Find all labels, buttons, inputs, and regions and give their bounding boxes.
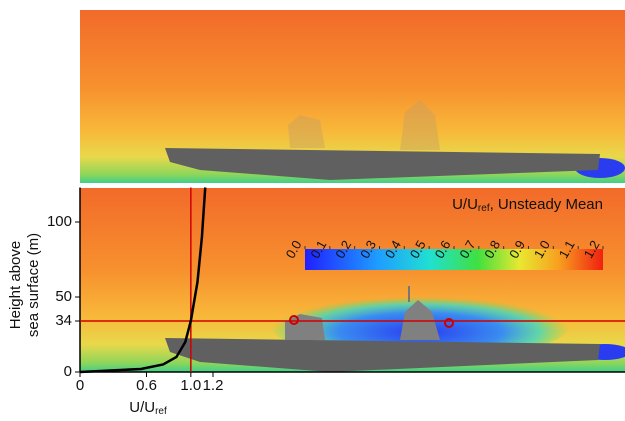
x-tick-label: 1.0 [180,377,201,394]
colorbar-title: U/Uref, Unsteady Mean [452,196,603,214]
colorbar [305,249,603,270]
marker [444,318,454,328]
x-tick-label: 0.6 [136,377,157,394]
bottom-panel [80,188,625,372]
colorbar-title-sub: ref [478,203,490,214]
profile-line [79,187,207,374]
colorbar-title-rest: , Unsteady Mean [490,196,603,213]
y-tick-label: 100 [47,213,72,230]
ship-hull [165,148,600,180]
marker [289,315,299,325]
top-panel [80,10,625,183]
x-axis-label: U/Uref [129,399,167,417]
ship-island [288,100,440,150]
y-axis-label: sea surface (m) [25,233,42,337]
x-label-main: U/U [129,399,155,416]
x-tick-label: 1.2 [203,377,224,394]
colorbar-title-main: U/U [452,196,478,213]
y-tick-label: 50 [55,288,72,305]
ship-island [285,300,440,340]
y-axis-label: Height above [7,241,24,329]
y-tick-label: 0 [64,363,72,380]
ship-hull [165,338,600,372]
x-label-sub: ref [155,406,167,417]
x-tick-label: 0 [76,377,84,394]
y-tick-label: 34 [55,312,72,329]
